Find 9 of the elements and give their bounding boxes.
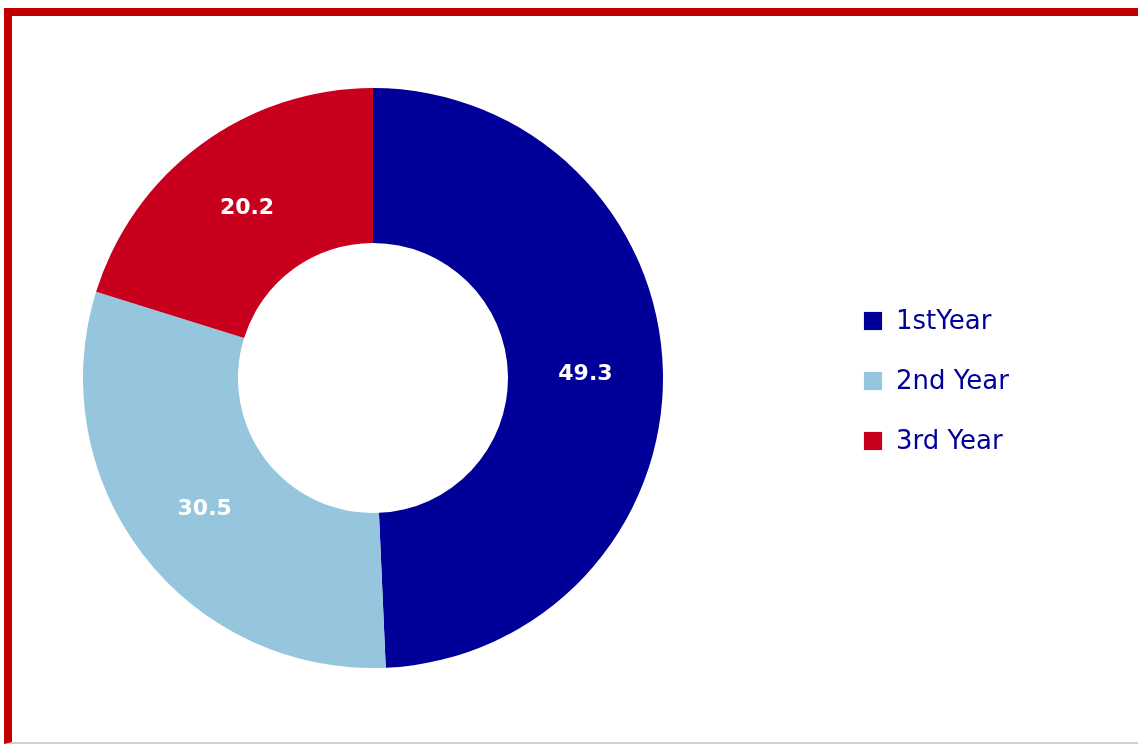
legend-label: 2nd Year bbox=[896, 365, 1010, 395]
donut-slice bbox=[96, 88, 373, 338]
data-label: 30.5 bbox=[177, 494, 232, 520]
data-label: 20.2 bbox=[219, 193, 275, 219]
legend-label: 3rd Year bbox=[896, 425, 1003, 455]
donut-slice bbox=[373, 88, 663, 668]
data-label: 49.3 bbox=[558, 360, 613, 386]
legend-label: 1stYear bbox=[896, 305, 992, 335]
donut-slice bbox=[83, 291, 386, 668]
